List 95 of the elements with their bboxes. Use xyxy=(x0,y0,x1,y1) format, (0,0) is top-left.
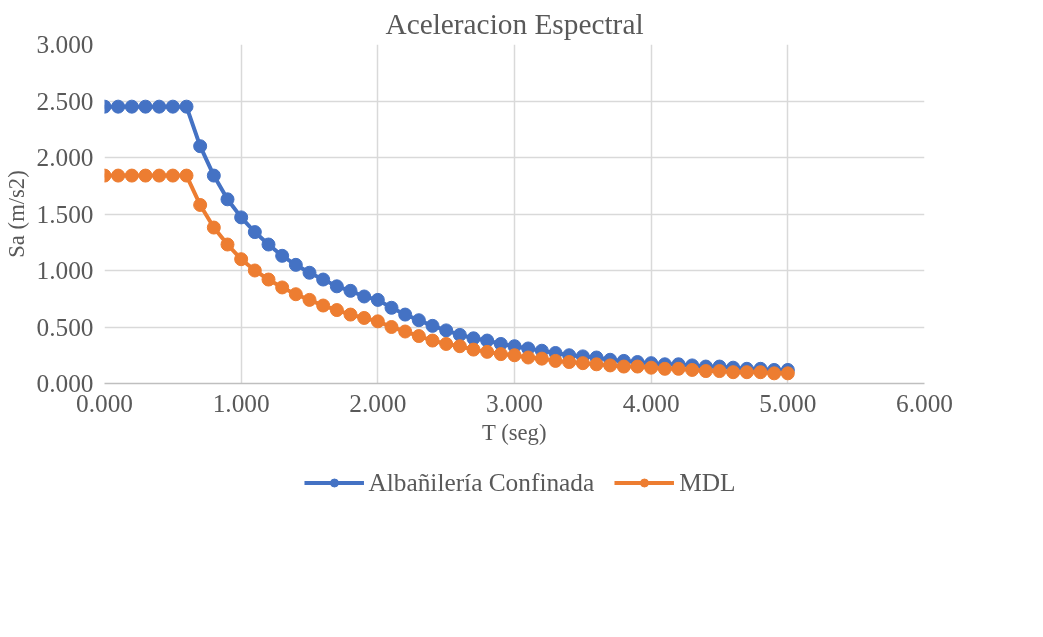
point xyxy=(370,314,385,329)
point xyxy=(753,365,768,380)
point xyxy=(767,366,782,381)
legend-label: MDL xyxy=(679,467,736,497)
point xyxy=(452,339,467,354)
point xyxy=(288,287,303,302)
point xyxy=(275,280,290,295)
point xyxy=(316,298,331,313)
point xyxy=(589,357,604,372)
point xyxy=(138,168,153,183)
x-tick-label: 6.000 xyxy=(896,388,954,417)
point xyxy=(398,324,413,339)
x-tick-label: 4.000 xyxy=(622,388,680,417)
point xyxy=(343,283,358,298)
point xyxy=(165,168,180,183)
point xyxy=(261,237,276,252)
point xyxy=(384,300,399,315)
point xyxy=(179,168,194,183)
point xyxy=(357,289,372,304)
point xyxy=(247,263,262,278)
point xyxy=(507,348,522,363)
point xyxy=(234,210,249,225)
x-axis-title: T (seg) xyxy=(482,419,547,445)
point xyxy=(575,356,590,371)
point xyxy=(439,336,454,351)
point xyxy=(685,362,700,377)
point xyxy=(644,360,659,375)
point xyxy=(152,99,167,114)
point xyxy=(452,327,467,342)
chart-title: Aceleracion Espectral xyxy=(385,7,644,40)
point xyxy=(220,237,235,252)
point xyxy=(425,318,440,333)
point xyxy=(179,99,194,114)
x-tick-label: 3.000 xyxy=(486,388,544,417)
point xyxy=(480,333,495,348)
point xyxy=(616,359,631,374)
point xyxy=(562,355,577,370)
point xyxy=(480,344,495,359)
point xyxy=(316,272,331,287)
point xyxy=(780,366,795,381)
point xyxy=(726,365,741,380)
point xyxy=(698,364,713,379)
point xyxy=(111,99,126,114)
point xyxy=(329,279,344,294)
point xyxy=(124,99,139,114)
point xyxy=(220,192,235,207)
point xyxy=(384,320,399,334)
point xyxy=(425,333,440,348)
legend-label: Albañilería Confinada xyxy=(368,467,595,497)
point xyxy=(165,99,180,114)
y-tick-label: 2.500 xyxy=(36,86,94,115)
point xyxy=(193,197,208,212)
point xyxy=(466,342,481,357)
point xyxy=(370,292,385,307)
point xyxy=(234,252,249,267)
y-tick-label: 1.500 xyxy=(36,199,94,228)
point xyxy=(712,364,727,379)
point xyxy=(124,168,139,183)
point xyxy=(111,168,126,183)
point xyxy=(329,303,344,318)
point xyxy=(302,292,317,307)
point xyxy=(521,350,536,365)
point xyxy=(398,307,413,322)
point xyxy=(193,139,208,154)
point xyxy=(548,353,563,368)
point xyxy=(630,359,645,374)
point xyxy=(357,310,372,325)
point xyxy=(657,361,672,376)
point xyxy=(138,99,153,114)
x-tick-label: 1.000 xyxy=(212,388,270,417)
point xyxy=(152,168,167,183)
point xyxy=(206,168,221,183)
point xyxy=(671,361,686,376)
point xyxy=(261,272,276,287)
point xyxy=(411,329,426,344)
point xyxy=(343,307,358,322)
point xyxy=(247,225,262,240)
point xyxy=(534,351,549,366)
point xyxy=(603,358,618,373)
x-tick-label: 2.000 xyxy=(349,388,407,417)
y-axis-title: Sa (m/s2) xyxy=(3,170,29,258)
point xyxy=(288,257,303,272)
point xyxy=(275,248,290,263)
y-tick-label: 0.500 xyxy=(36,312,94,341)
point xyxy=(739,365,754,380)
point xyxy=(466,331,481,346)
x-tick-label: 5.000 xyxy=(759,388,817,417)
y-tick-label: 1.000 xyxy=(36,256,94,284)
point xyxy=(411,313,426,328)
y-tick-label: 2.000 xyxy=(36,143,94,171)
point xyxy=(302,265,317,280)
point xyxy=(439,323,454,338)
y-tick-label: 3.000 xyxy=(36,30,94,58)
point xyxy=(206,220,221,235)
point xyxy=(493,347,508,362)
